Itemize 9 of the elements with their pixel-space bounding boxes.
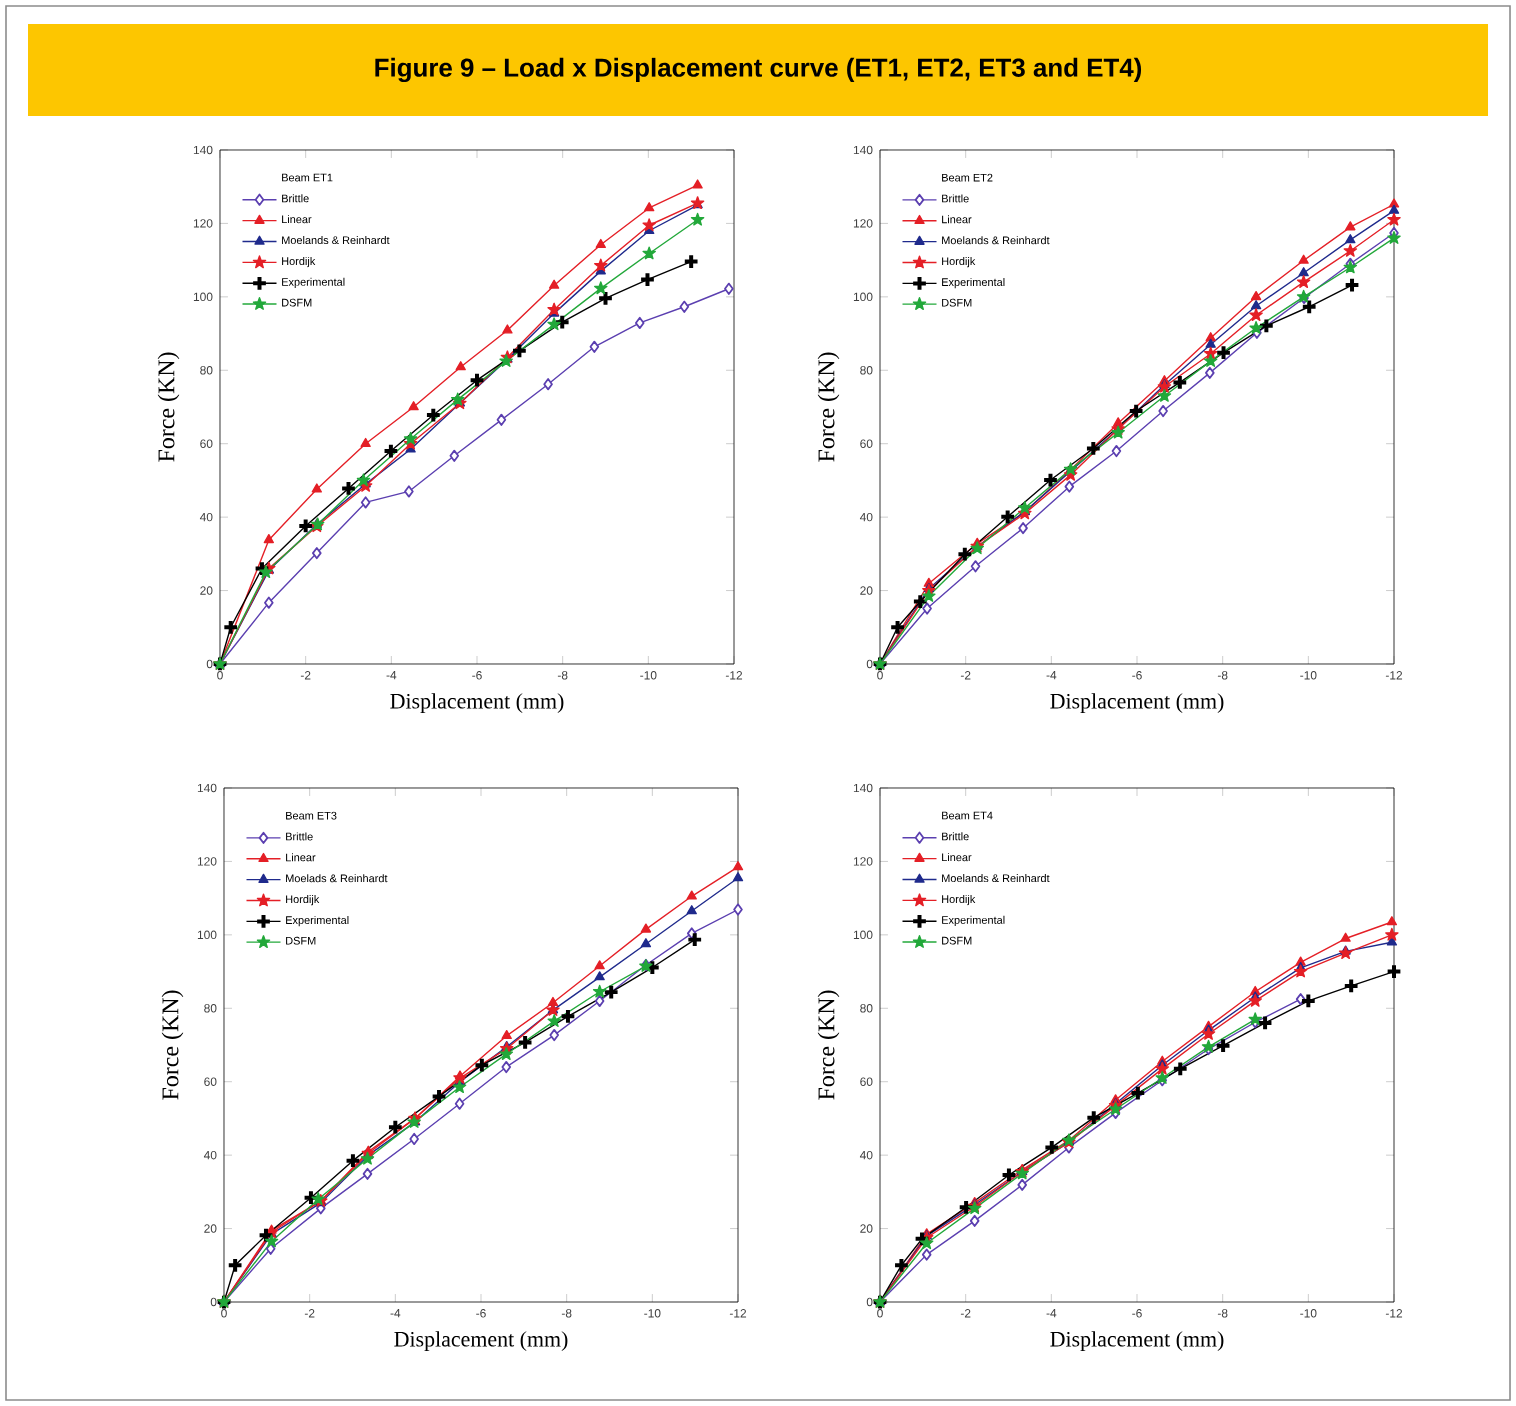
x-axis-title: Displacement (mm) — [1050, 693, 1224, 714]
y-axis-title: Force (KN) — [161, 990, 184, 1100]
y-axis-title: Force (KN) — [817, 990, 840, 1100]
x-axis-title: Displacement (mm) — [394, 1331, 568, 1352]
x-axis-title: Displacement (mm) — [1050, 1331, 1224, 1352]
x-axis-title: Displacement (mm) — [390, 693, 564, 714]
y-axis-title: Force (KN) — [817, 352, 840, 462]
chart-title: Figure 9 – Load x Displacement curve (ET1, ET2, ET3 and ET4) — [375, 57, 1142, 83]
y-axis-title: Force (KN) — [157, 352, 180, 462]
